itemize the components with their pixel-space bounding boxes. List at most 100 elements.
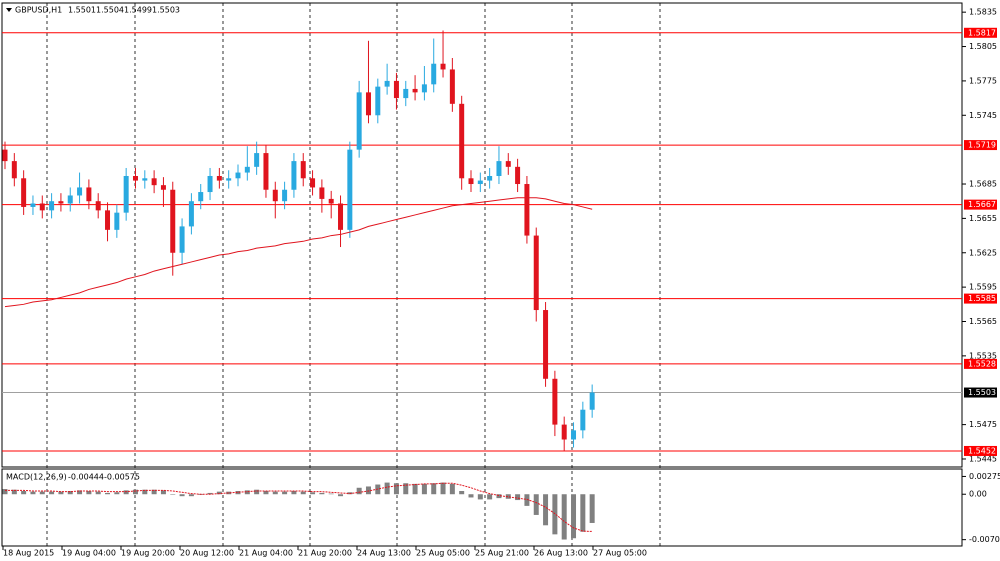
macd-bar <box>30 491 36 495</box>
macd-bar <box>449 483 455 495</box>
candle-body <box>580 409 586 431</box>
candle-body <box>114 212 120 230</box>
macd-bar <box>403 483 409 495</box>
macd-bar <box>477 494 483 500</box>
candle-body <box>552 378 558 425</box>
y-tick-label: 0.00 <box>969 490 987 499</box>
candle-body <box>561 424 567 440</box>
candle-body <box>244 166 250 173</box>
candle-body <box>496 161 502 176</box>
candle-body <box>142 178 148 181</box>
x-tick-label: 25 Aug 05:00 <box>416 549 470 558</box>
candle-body <box>105 210 111 230</box>
y-tick-label: 1.5835 <box>969 8 997 17</box>
header-value: 1.5503 <box>152 6 180 15</box>
candle-body <box>282 189 288 202</box>
x-tick-label: 19 Aug 04:00 <box>62 549 116 558</box>
candle-body <box>2 149 8 162</box>
x-tick-label: 25 Aug 21:00 <box>475 549 529 558</box>
y-tick-label: -0.00702 <box>969 535 1000 544</box>
macd-bar <box>216 491 222 495</box>
macd-bar <box>393 483 399 495</box>
candle-body <box>449 69 455 104</box>
macd-bar <box>356 487 362 495</box>
candle-body <box>198 192 204 202</box>
macd-bar <box>328 493 334 495</box>
macd-bar <box>282 491 288 495</box>
candle-body <box>170 189 176 253</box>
macd-bar <box>226 491 232 495</box>
macd-bar <box>123 490 129 495</box>
candle-body <box>421 84 427 93</box>
macd-bar <box>496 494 502 499</box>
y-tick-label: 1.5805 <box>969 42 997 51</box>
macd-bar <box>151 489 157 495</box>
macd-bar <box>505 494 511 499</box>
y-tick-label: 1.5595 <box>969 283 997 292</box>
macd-bar <box>132 489 138 495</box>
macd-bar <box>561 494 567 540</box>
level-label-box <box>964 445 997 456</box>
x-tick-label: 19 Aug 20:00 <box>121 549 175 558</box>
macd-bar <box>188 494 194 497</box>
candle-body <box>95 201 101 211</box>
menu-triangle[interactable] <box>6 8 12 12</box>
macd-bar <box>421 483 427 495</box>
candle-body <box>151 178 157 186</box>
macd-bar <box>384 482 390 495</box>
candle-body <box>515 166 521 185</box>
candle-body <box>39 203 45 211</box>
candle-body <box>468 178 474 185</box>
macd-bar <box>77 490 83 495</box>
indicator-value: -0.00444 <box>68 473 104 482</box>
macd-bar <box>58 491 64 495</box>
macd-bar <box>263 491 269 495</box>
macd-bar <box>11 489 17 495</box>
signal-line <box>5 482 593 532</box>
header-value: 1.5501 <box>68 6 96 15</box>
candle-body <box>30 203 36 207</box>
level-label-box <box>964 358 997 369</box>
candle-body <box>21 178 27 207</box>
macd-bar <box>95 491 101 495</box>
candle-body <box>571 430 577 440</box>
macd-bar <box>272 491 278 495</box>
candle-body <box>524 184 530 236</box>
candle-body <box>431 63 437 85</box>
y-tick-label: 1.5565 <box>969 317 997 326</box>
level-label: 1.5452 <box>968 446 996 455</box>
candle-body <box>179 226 185 253</box>
macd-bar <box>300 491 306 495</box>
macd-bar <box>310 492 316 495</box>
candle-body <box>589 392 595 410</box>
candle-body <box>393 80 399 99</box>
macd-bar <box>543 494 549 526</box>
x-tick-label: 20 Aug 12:00 <box>180 549 234 558</box>
candle-body <box>505 161 511 167</box>
candle-body <box>254 153 260 167</box>
candle-body <box>188 201 194 227</box>
candle-body <box>160 185 166 190</box>
candle-body <box>291 161 297 190</box>
level-label: 1.5817 <box>968 28 996 37</box>
macd-bar <box>589 494 595 523</box>
macd-bar <box>235 491 241 495</box>
level-label: 1.5719 <box>968 141 996 150</box>
macd-bar <box>487 494 493 500</box>
level-label-box <box>964 293 997 304</box>
macd-bar <box>580 494 586 532</box>
macd-bar <box>571 494 577 539</box>
candle-body <box>300 161 306 179</box>
candle-body <box>459 103 465 179</box>
macd-bar <box>254 489 260 495</box>
macd-bar <box>49 491 55 495</box>
header-value: 1.5499 <box>124 6 152 15</box>
x-tick-label: 21 Aug 20:00 <box>298 549 352 558</box>
y-tick-label: 1.5745 <box>969 111 997 120</box>
candle-body <box>338 203 344 230</box>
macd-bar <box>468 494 474 498</box>
macd-bar <box>67 491 73 495</box>
macd-bar <box>2 489 8 495</box>
x-tick-label: 26 Aug 13:00 <box>534 549 588 558</box>
